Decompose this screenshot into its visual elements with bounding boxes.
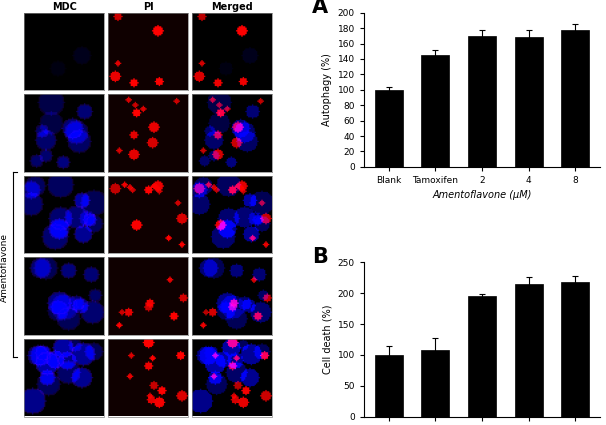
Bar <box>468 36 496 167</box>
Bar <box>514 284 542 416</box>
Text: Amentoflavone: Amentoflavone <box>1 233 9 302</box>
Bar <box>561 31 589 167</box>
Title: PI: PI <box>143 2 153 12</box>
Bar <box>514 37 542 167</box>
Bar <box>468 296 496 416</box>
Text: A: A <box>312 0 328 17</box>
Y-axis label: Autophagy (%): Autophagy (%) <box>322 54 332 126</box>
Bar <box>375 90 402 167</box>
Bar <box>421 55 449 167</box>
Bar <box>561 282 589 416</box>
Y-axis label: Cell death (%): Cell death (%) <box>322 305 332 374</box>
Text: B: B <box>312 247 328 267</box>
Title: MDC: MDC <box>52 2 76 12</box>
Title: Merged: Merged <box>211 2 253 12</box>
Bar <box>421 350 449 416</box>
Bar <box>375 355 402 416</box>
X-axis label: Amentoflavone (μM): Amentoflavone (μM) <box>432 190 531 201</box>
